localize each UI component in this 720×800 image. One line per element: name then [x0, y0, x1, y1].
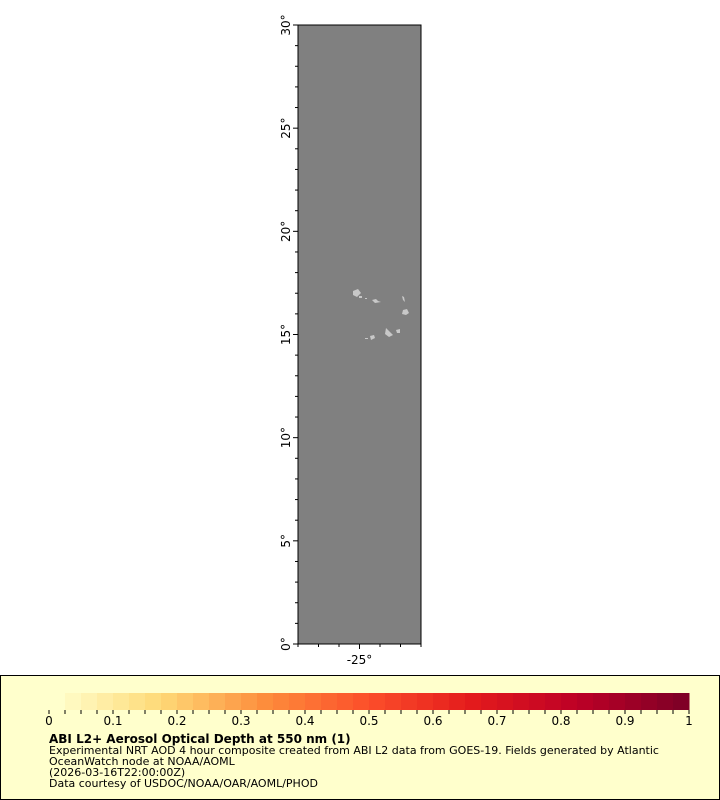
lat-label: 30°	[279, 14, 293, 35]
legend-description-line1: Experimental NRT AOD 4 hour composite cr…	[49, 744, 659, 757]
legend-title: ABI L2+ Aerosol Optical Depth at 550 nm …	[49, 732, 351, 746]
colorbar-swatch	[609, 693, 626, 710]
colorbar-label: 0.4	[295, 714, 314, 726]
colorbar-swatch	[273, 693, 290, 710]
colorbar-swatch	[145, 693, 162, 710]
colorbar-swatch	[497, 693, 514, 710]
lat-label: 15°	[279, 324, 293, 345]
colorbar-label: 0.8	[551, 714, 570, 726]
colorbar-swatch	[353, 693, 370, 710]
colorbar-swatch	[481, 693, 498, 710]
island-sao-vicente	[359, 296, 362, 298]
colorbar-swatch	[401, 693, 418, 710]
colorbar-swatch	[673, 693, 690, 710]
colorbar-swatch	[449, 693, 466, 710]
colorbar-swatch	[577, 693, 594, 710]
colorbar-swatch	[289, 693, 306, 710]
lat-label: 20°	[279, 221, 293, 242]
colorbar-swatch	[545, 693, 562, 710]
colorbar-swatch	[657, 693, 674, 710]
colorbar-swatch	[97, 693, 114, 710]
colorbar-label: 0.1	[103, 714, 122, 726]
ocean-area	[297, 24, 422, 645]
island-sal	[402, 296, 405, 302]
colorbar-swatch	[209, 693, 226, 710]
colorbar-label: 1	[685, 714, 693, 726]
lat-label: 0°	[279, 637, 293, 651]
colorbar-swatch	[625, 693, 642, 710]
colorbar-label: 0.2	[167, 714, 186, 726]
colorbar-swatch	[225, 693, 242, 710]
island-boa-vista	[402, 309, 409, 315]
colorbar-label: 0.9	[615, 714, 634, 726]
colorbar-swatch	[369, 693, 386, 710]
colorbar-swatch	[417, 693, 434, 710]
legend-credits: Data courtesy of USDOC/NOAA/OAR/AOML/PHO…	[49, 777, 318, 790]
colorbar-swatch	[513, 693, 530, 710]
lon-label: -25°	[347, 653, 373, 667]
colorbar-swatch	[321, 693, 338, 710]
island-santiago	[385, 328, 393, 337]
colorbar-swatch	[641, 693, 658, 710]
map-axes: 0° 5° 10° 15° 20° 25° 30° -25°	[279, 14, 422, 667]
colorbar-swatch	[561, 693, 578, 710]
colorbar-label: 0	[45, 714, 53, 726]
colorbar-label: 0.6	[423, 714, 442, 726]
colorbar-swatch	[65, 693, 82, 710]
colorbar-swatch	[337, 693, 354, 710]
colorbar-swatch	[433, 693, 450, 710]
island-santo-antao	[353, 289, 361, 297]
colorbar-label: 0.7	[487, 714, 506, 726]
colorbar-swatch	[465, 693, 482, 710]
island-sao-nicolau	[372, 299, 381, 303]
colorbar-swatch	[129, 693, 146, 710]
island-maio	[396, 329, 400, 333]
colorbar-swatch	[305, 693, 322, 710]
island-brava	[365, 338, 368, 339]
map-plot: 0° 5° 10° 15° 20° 25° 30° -25°	[279, 14, 422, 667]
legend-timestamp: (2026-03-16T22:00:00Z)	[49, 766, 186, 779]
lat-label: 5°	[279, 534, 293, 548]
island-landmasses	[353, 289, 409, 340]
colorbar-swatch	[161, 693, 178, 710]
colorbar-swatch	[385, 693, 402, 710]
legend-description-line2: OceanWatch node at NOAA/AOML	[49, 755, 235, 768]
colorbar-label: 0.5	[359, 714, 378, 726]
colorbar-swatch	[241, 693, 258, 710]
colorbar-swatch	[49, 693, 66, 710]
colorbar-swatch	[81, 693, 98, 710]
colorbar-swatch	[177, 693, 194, 710]
lat-label: 25°	[279, 118, 293, 139]
colorbar: 0 0.1 0.2 0.3 0.4 0.5 0.6 0.7 0.8 0.9 1	[45, 693, 693, 726]
colorbar-swatch	[529, 693, 546, 710]
legend-panel: 0 0.1 0.2 0.3 0.4 0.5 0.6 0.7 0.8 0.9 1 ABI L2+ Ae…	[0, 675, 720, 800]
colorbar-swatch	[593, 693, 610, 710]
island-fogo	[370, 335, 375, 340]
island-santa-luzia	[365, 298, 367, 299]
colorbar-swatch	[257, 693, 274, 710]
colorbar-swatch	[193, 693, 210, 710]
lat-label: 10°	[279, 427, 293, 448]
colorbar-label: 0.3	[231, 714, 250, 726]
colorbar-swatch	[113, 693, 130, 710]
